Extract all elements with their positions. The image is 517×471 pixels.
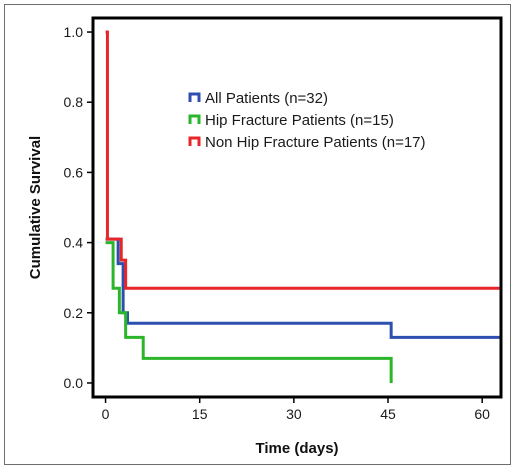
series-line-1 — [105, 241, 393, 383]
y-axis-title: Cumulative Survival — [27, 136, 44, 279]
legend-swatch-2 — [188, 136, 201, 146]
y-tick-label: 1.0 — [64, 24, 84, 40]
x-axis-title: Time (days) — [255, 440, 338, 457]
series-layer — [105, 30, 501, 383]
y-tick-label: 0.6 — [64, 164, 84, 180]
legend-label-0: All Patients (n=32) — [205, 90, 328, 107]
legend: All Patients (n=32) Hip Fracture Patients… — [188, 90, 426, 151]
legend-swatch-1 — [188, 114, 201, 124]
x-tick-label: 30 — [286, 406, 302, 422]
figure-frame — [4, 4, 511, 465]
y-tick-label: 0.4 — [64, 235, 84, 251]
y-tick-label: 0.8 — [64, 94, 84, 110]
y-tick-label: 0.0 — [64, 375, 84, 391]
legend-swatch-0 — [188, 92, 201, 102]
legend-label-2: Non Hip Fracture Patients (n=17) — [205, 134, 426, 151]
x-tick-label: 60 — [474, 406, 490, 422]
y-tick-label: 0.2 — [64, 305, 84, 321]
legend-label-1: Hip Fracture Patients (n=15) — [205, 112, 394, 129]
x-tick-label: 0 — [102, 406, 110, 422]
tick-layer: 0 15 30 45 60 0.0 0.2 0.4 0.6 0.8 1.0 — [64, 24, 491, 422]
x-tick-label: 15 — [192, 406, 208, 422]
series-line-2 — [105, 30, 501, 290]
plot-area-border — [91, 16, 503, 399]
x-tick-label: 45 — [380, 406, 396, 422]
